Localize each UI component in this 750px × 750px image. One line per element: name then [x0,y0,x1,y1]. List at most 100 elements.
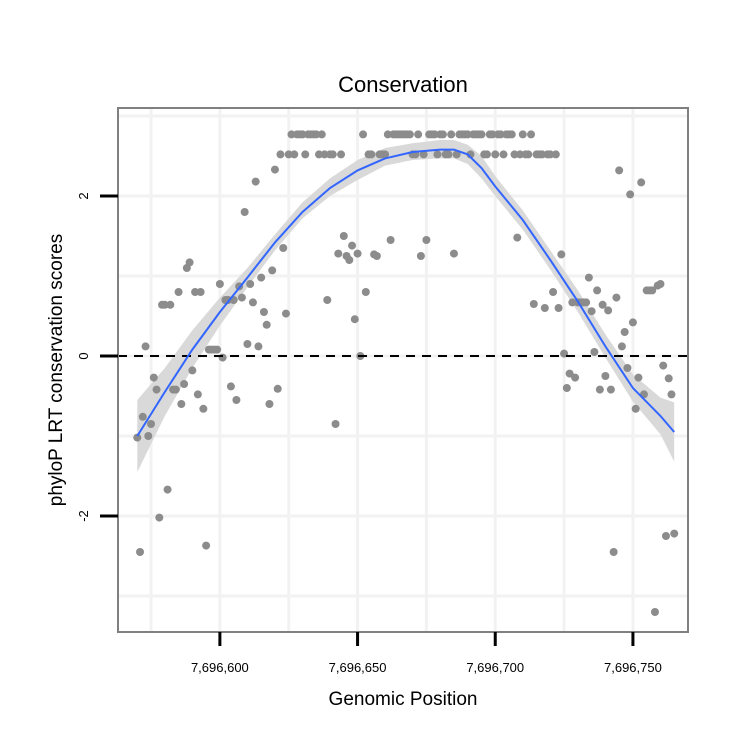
data-point [270,165,279,174]
data-point [193,390,202,399]
data-point [359,130,368,139]
data-point [634,373,643,382]
data-point [339,232,348,240]
data-points [133,130,679,616]
data-point [337,150,346,159]
data-point [557,250,566,259]
data-point [251,177,260,186]
data-point [554,304,563,312]
data-point [546,150,555,159]
data-point [562,384,571,392]
data-point [232,396,241,404]
data-point [171,385,180,394]
data-point [422,236,431,244]
data-point [334,249,343,258]
data-point [419,150,428,159]
data-point [301,150,310,159]
x-axis-label: Genomic Position [329,689,478,710]
data-point [656,280,665,288]
data-point [606,385,615,394]
y-tick-label: 0 [76,352,91,359]
data-point [367,150,376,159]
data-point [196,288,205,296]
data-point [593,286,602,295]
data-point [584,273,593,282]
data-point [246,280,255,288]
data-point [551,150,560,159]
data-point [218,353,227,362]
data-point [615,166,624,175]
data-point [279,244,288,252]
data-point [202,541,211,550]
data-point [430,130,439,139]
data-point [133,433,142,442]
data-point [631,404,640,413]
data-point [449,249,458,258]
data-point [538,150,547,159]
data-point [667,390,676,399]
data-point [414,130,423,139]
data-point [240,208,249,216]
data-point [661,532,670,540]
data-point [433,150,442,159]
data-point [488,130,497,139]
data-point [524,150,533,159]
smooth-fit-line [136,148,675,437]
data-point [328,150,337,159]
data-point [259,308,268,316]
data-point [491,150,500,159]
plot-area: 7,696,600 7,696,650 7,696,700 7,696,750 -2 0 2 [76,107,689,675]
data-point [659,361,668,370]
data-point [248,298,257,307]
data-point [281,309,290,318]
data-point [284,150,293,159]
data-point [152,385,161,394]
data-point [604,306,613,315]
data-point [350,315,359,324]
x-tick-label: 7,696,750 [604,660,662,675]
data-point [191,288,200,296]
data-point [463,130,472,139]
y-axis-label: phyloP LRT conservation scores [46,234,67,507]
data-point [664,374,673,383]
data-point [518,130,527,139]
x-tick-label: 7,696,650 [329,660,387,675]
panel-border [117,107,689,633]
data-point [650,608,659,616]
data-point [582,298,591,307]
data-point [529,300,538,308]
data-point [540,304,549,312]
data-point [237,293,246,302]
chart-title: Conservation [338,72,468,97]
data-point [496,130,505,139]
data-point [598,300,607,309]
data-point [149,373,158,382]
data-point [268,266,277,275]
data-point [477,130,486,139]
data-point [617,342,626,351]
data-point [670,529,679,538]
data-point [447,130,456,139]
data-point [405,130,414,139]
data-point [601,372,610,380]
x-tick-label: 7,696,600 [191,660,249,675]
y-tick-label: -2 [76,510,91,522]
data-point [243,340,252,348]
data-point [166,300,175,309]
data-point [620,328,629,336]
data-point [254,342,263,351]
data-point [527,130,536,139]
data-point [323,296,332,304]
data-point [452,150,461,159]
data-point [513,233,522,242]
data-point [290,150,299,159]
data-point [312,130,321,139]
data-point [609,548,618,556]
data-point [273,384,282,393]
data-point [257,273,266,282]
data-point [416,252,425,260]
data-point [353,249,362,258]
data-point [444,150,453,159]
data-point [180,380,189,388]
data-point [276,150,285,159]
